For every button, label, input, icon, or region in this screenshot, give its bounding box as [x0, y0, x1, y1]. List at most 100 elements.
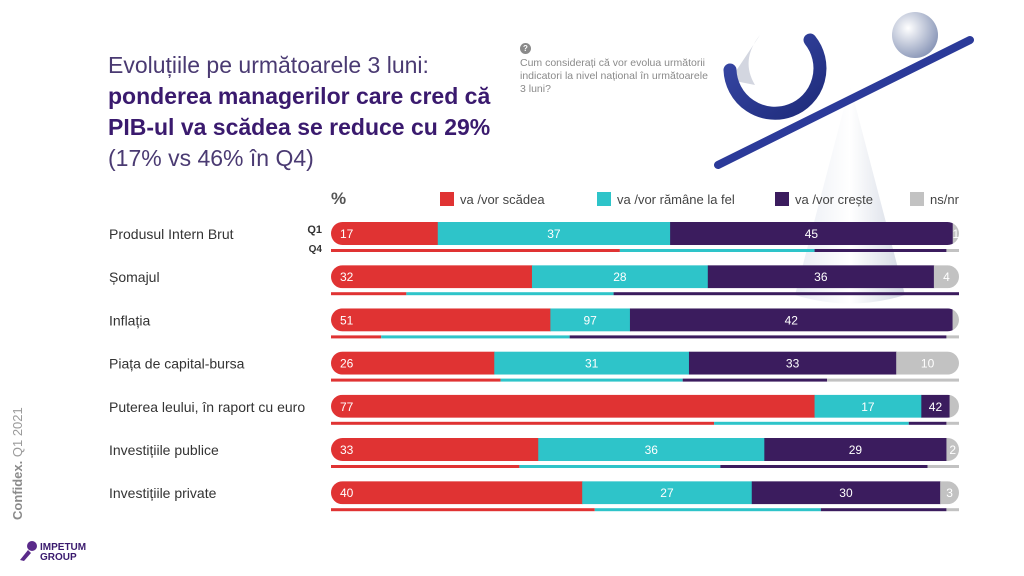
bar-segment: [814, 394, 922, 418]
q4-line-segment: [946, 508, 959, 512]
bar-segment: [940, 481, 959, 505]
data-label: 36: [645, 443, 659, 457]
question-block: ? Cum considerați că vor evolua următori…: [520, 42, 710, 96]
bar-segment: [582, 481, 753, 505]
legend-swatch: [775, 192, 789, 206]
q4-line-segment: [613, 292, 959, 296]
side-brand: Confidex.: [10, 460, 25, 520]
bar-segment: [946, 438, 959, 461]
bar-segment: [764, 438, 947, 461]
category-label: Investițiile publice: [109, 442, 219, 458]
question-icon: ?: [520, 43, 531, 54]
data-label: 77: [340, 400, 354, 414]
bar-segment: [331, 265, 533, 289]
data-label: 40: [340, 486, 354, 500]
side-label: Confidex. Q1 2021: [10, 407, 25, 520]
bar-segment: [494, 351, 690, 375]
bar-segment: [331, 394, 816, 418]
category-label: Piața de capital-bursa: [109, 356, 245, 372]
bar-segment: [550, 308, 631, 332]
bar-segment: [670, 222, 954, 245]
data-label: 28: [613, 270, 627, 284]
bar-segment: [952, 308, 959, 332]
q4-line-segment: [331, 508, 595, 512]
q4-line-segment: [594, 508, 821, 512]
data-label: 51: [340, 313, 354, 327]
data-label: 33: [340, 443, 354, 457]
legend-label: va /vor scădea: [460, 192, 545, 207]
q4-line-segment: [519, 465, 721, 468]
bar-segment: [331, 481, 583, 505]
bar-segment: [707, 265, 935, 289]
q4-line-segment: [814, 249, 947, 252]
data-label: 37: [547, 227, 561, 241]
data-label: 97: [583, 313, 597, 327]
bar-segment: [921, 394, 951, 418]
q4-line-segment: [714, 421, 909, 425]
logo-line-1: IMPETUM: [40, 542, 87, 553]
category-label: Puterea leului, în raport cu euro: [109, 399, 305, 415]
q4-line-segment: [827, 378, 959, 382]
question-text: Cum considerați că vor evolua următorii …: [520, 57, 708, 95]
title-line-1: Evoluțiile pe următoarele 3 luni:: [108, 52, 429, 78]
bar-group: [331, 394, 959, 418]
legend-swatch: [910, 192, 924, 206]
legend-label: ns/nr: [930, 192, 960, 207]
q4-line-segment: [331, 421, 715, 425]
bar-segment: [896, 351, 959, 375]
q4-line-segment: [331, 249, 620, 252]
category-label: Investițiile private: [109, 485, 217, 501]
q4-line-segment: [331, 292, 407, 296]
bar-segment: [538, 438, 765, 461]
legend-swatch: [597, 192, 611, 206]
data-label: 4: [943, 270, 950, 284]
data-label: 33: [786, 357, 800, 371]
data-label: 2: [949, 443, 956, 457]
q4-line-segment: [331, 465, 520, 468]
data-label: 27: [660, 486, 674, 500]
row-label-q4: Q4: [309, 244, 323, 255]
q4-line-segment: [500, 378, 683, 382]
data-label: 42: [785, 313, 799, 327]
data-label: 17: [861, 400, 875, 414]
data-label: 42: [929, 400, 943, 414]
q4-line-segment: [720, 465, 928, 468]
q4-line-segment: [682, 378, 828, 382]
data-label: 10: [921, 357, 935, 371]
bar-group: [331, 481, 959, 505]
bar-segment: [331, 351, 495, 375]
impetum-logo-icon: [20, 541, 37, 561]
data-label: 36: [814, 270, 828, 284]
legend-label: va /vor rămâne la fel: [617, 192, 735, 207]
bar-segment: [629, 308, 954, 332]
page-title: Evoluțiile pe următoarele 3 luni: ponder…: [108, 50, 508, 174]
data-label: 26: [340, 357, 354, 371]
legend-swatch: [440, 192, 454, 206]
q4-line-segment: [946, 335, 959, 339]
data-label: 17: [340, 227, 354, 241]
title-bold: ponderea managerilor care cred că PIB-ul…: [108, 83, 491, 140]
bar-group: [331, 308, 959, 332]
data-label: 32: [340, 270, 354, 284]
q4-line-segment: [946, 421, 959, 425]
bar-segment: [751, 481, 941, 505]
q4-line-segment: [406, 292, 614, 296]
bar-segment: [952, 222, 959, 245]
side-period: Q1 2021: [10, 407, 25, 458]
title-tail: (17% vs 46% în Q4): [108, 145, 314, 171]
seesaw-illustration-icon: [714, 12, 974, 304]
data-label: 29: [849, 443, 863, 457]
unit-label: %: [331, 189, 346, 208]
bar-segment: [437, 222, 671, 245]
q4-line-segment: [927, 465, 959, 468]
q4-line-segment: [331, 378, 501, 382]
category-label: Inflația: [109, 312, 150, 328]
q4-line-segment: [908, 421, 947, 425]
bar-group: [331, 438, 959, 461]
data-label: 3: [946, 486, 953, 500]
bar-segment: [688, 351, 897, 375]
logo-text: IMPETUM GROUP: [40, 543, 86, 563]
bar-segment: [331, 222, 439, 245]
q4-line-segment: [331, 335, 382, 339]
